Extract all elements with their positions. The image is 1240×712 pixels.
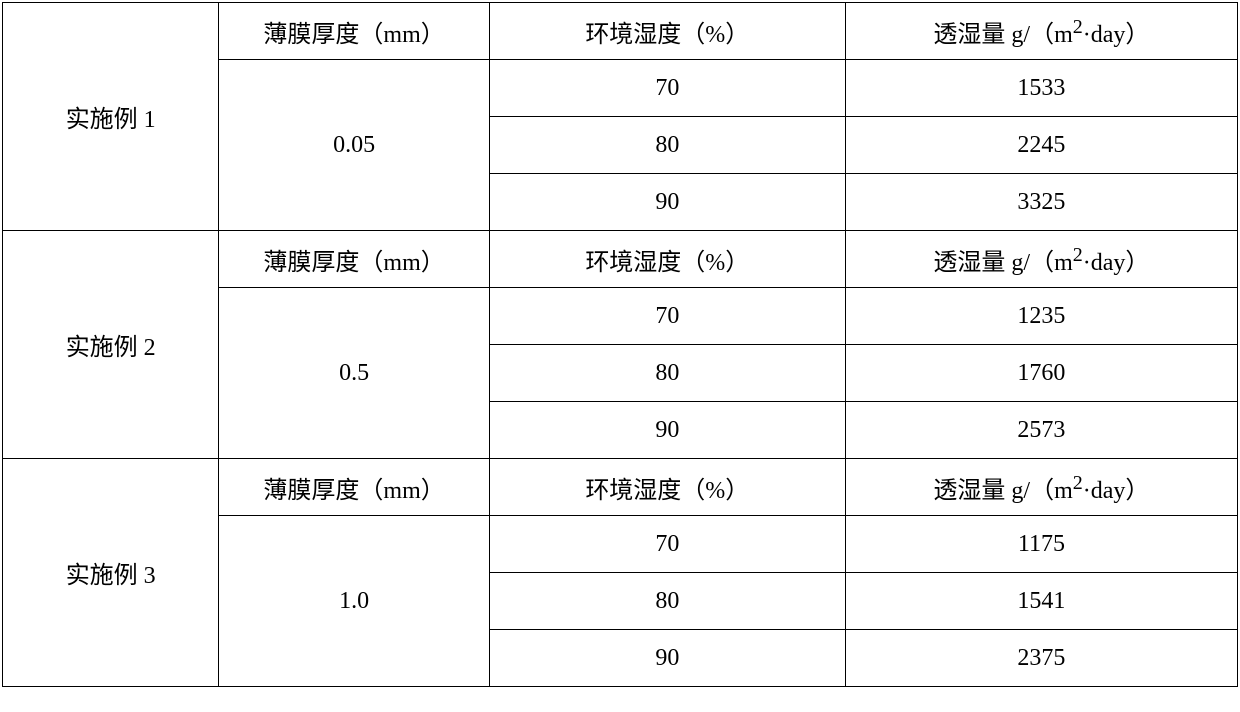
permeability-cell: 1235 bbox=[845, 288, 1237, 345]
header-permeability: 透湿量 g/（m2·day） bbox=[845, 231, 1237, 288]
permeability-cell: 3325 bbox=[845, 174, 1237, 231]
permeability-cell: 1533 bbox=[845, 60, 1237, 117]
permeability-cell: 2573 bbox=[845, 402, 1237, 459]
header-permeability-sup: 2 bbox=[1073, 472, 1083, 494]
header-permeability-sup: 2 bbox=[1073, 16, 1083, 38]
permeability-cell: 1760 bbox=[845, 345, 1237, 402]
humidity-cell: 80 bbox=[489, 573, 845, 630]
table-row: 实施例 3 薄膜厚度（mm） 环境湿度（%） 透湿量 g/（m2·day） bbox=[3, 459, 1238, 516]
header-permeability-suffix: ·day） bbox=[1083, 22, 1150, 48]
permeability-cell: 1541 bbox=[845, 573, 1237, 630]
thickness-cell: 0.5 bbox=[219, 288, 489, 459]
header-permeability: 透湿量 g/（m2·day） bbox=[845, 3, 1237, 60]
group-label-cell: 实施例 2 bbox=[3, 231, 219, 459]
header-humidity: 环境湿度（%） bbox=[489, 459, 845, 516]
permeability-cell: 2245 bbox=[845, 117, 1237, 174]
thickness-cell: 0.05 bbox=[219, 60, 489, 231]
header-humidity: 环境湿度（%） bbox=[489, 231, 845, 288]
data-table: 实施例 1 薄膜厚度（mm） 环境湿度（%） 透湿量 g/（m2·day） 0.… bbox=[2, 2, 1238, 687]
humidity-cell: 90 bbox=[489, 174, 845, 231]
group-label-cell: 实施例 1 bbox=[3, 3, 219, 231]
permeability-cell: 1175 bbox=[845, 516, 1237, 573]
humidity-cell: 80 bbox=[489, 345, 845, 402]
table-row: 实施例 1 薄膜厚度（mm） 环境湿度（%） 透湿量 g/（m2·day） bbox=[3, 3, 1238, 60]
header-thickness: 薄膜厚度（mm） bbox=[219, 3, 489, 60]
humidity-cell: 90 bbox=[489, 630, 845, 687]
humidity-cell: 90 bbox=[489, 402, 845, 459]
humidity-cell: 70 bbox=[489, 288, 845, 345]
header-permeability-prefix: 透湿量 g/（m bbox=[933, 478, 1072, 504]
humidity-cell: 70 bbox=[489, 516, 845, 573]
table-row: 实施例 2 薄膜厚度（mm） 环境湿度（%） 透湿量 g/（m2·day） bbox=[3, 231, 1238, 288]
header-humidity: 环境湿度（%） bbox=[489, 3, 845, 60]
header-thickness: 薄膜厚度（mm） bbox=[219, 231, 489, 288]
header-permeability-suffix: ·day） bbox=[1083, 250, 1150, 276]
header-permeability-suffix: ·day） bbox=[1083, 478, 1150, 504]
humidity-cell: 70 bbox=[489, 60, 845, 117]
header-permeability-prefix: 透湿量 g/（m bbox=[933, 22, 1072, 48]
humidity-cell: 80 bbox=[489, 117, 845, 174]
header-permeability-sup: 2 bbox=[1073, 244, 1083, 266]
header-thickness: 薄膜厚度（mm） bbox=[219, 459, 489, 516]
group-label-cell: 实施例 3 bbox=[3, 459, 219, 687]
thickness-cell: 1.0 bbox=[219, 516, 489, 687]
permeability-cell: 2375 bbox=[845, 630, 1237, 687]
header-permeability: 透湿量 g/（m2·day） bbox=[845, 459, 1237, 516]
header-permeability-prefix: 透湿量 g/（m bbox=[933, 250, 1072, 276]
